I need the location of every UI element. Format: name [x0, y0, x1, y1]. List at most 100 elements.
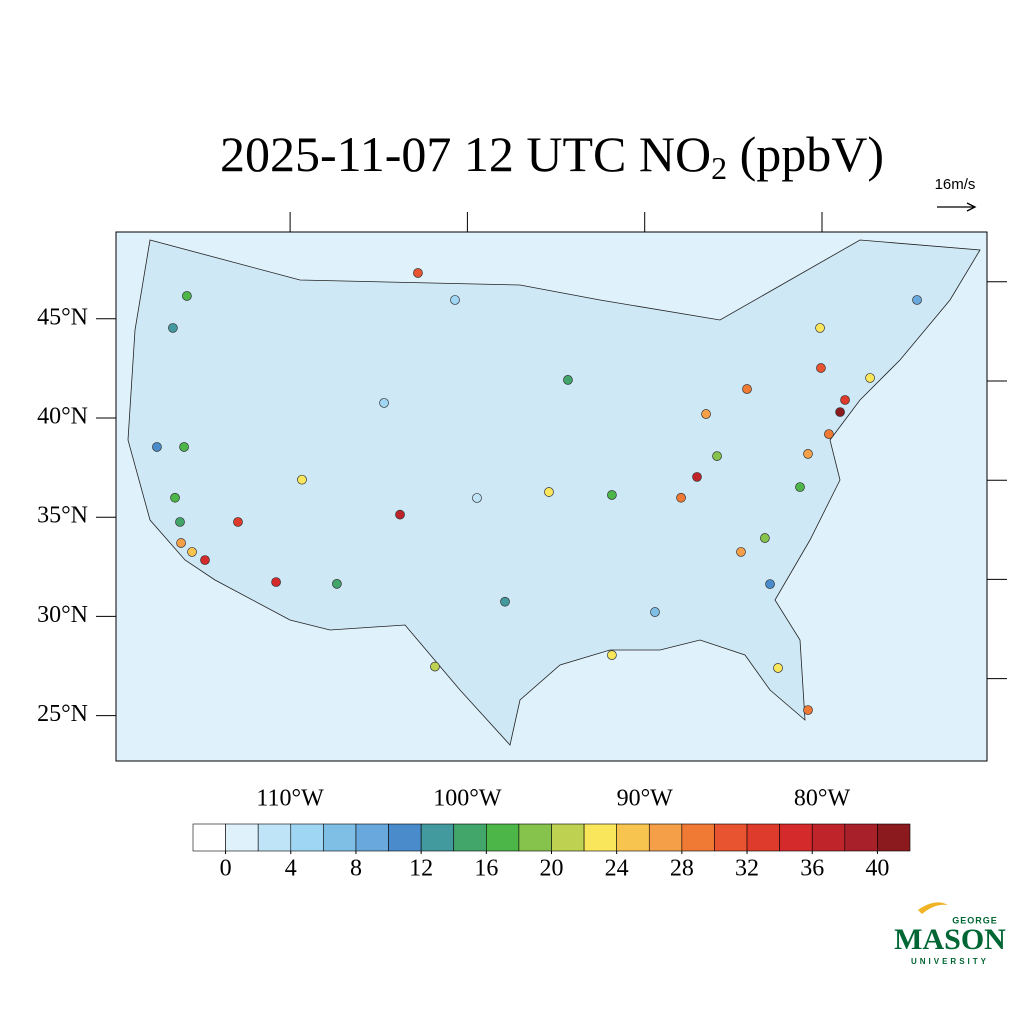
colorbar-box	[714, 823, 748, 852]
lat-tick-label: 45°N	[37, 304, 88, 330]
colorbar-label: 12	[409, 856, 433, 882]
colorbar-box	[355, 823, 389, 852]
colorbar-label: 24	[605, 856, 629, 882]
station	[175, 517, 185, 527]
station	[472, 493, 482, 503]
colorbar-box	[551, 823, 585, 852]
colorbar-box	[290, 823, 324, 852]
station	[332, 579, 342, 589]
title-sub: 2	[711, 150, 727, 186]
station	[607, 490, 617, 500]
station	[840, 395, 850, 405]
station	[803, 705, 813, 715]
lon-tick-label: 90°W	[617, 786, 674, 812]
station	[835, 407, 845, 417]
colorbar-box	[681, 823, 715, 852]
colorbar-box	[453, 823, 487, 852]
station	[865, 373, 875, 383]
station	[563, 375, 573, 385]
station	[795, 482, 805, 492]
lat-tick-label: 25°N	[37, 701, 88, 727]
station	[187, 547, 197, 557]
colorbar-box	[779, 823, 813, 852]
colorbar-label: 0	[220, 856, 232, 882]
logo: GEORGE MASON UNIVERSITY	[894, 902, 1006, 966]
station	[824, 429, 834, 439]
station	[701, 409, 711, 419]
colorbar-label: 4	[285, 856, 297, 882]
colorbar-box	[192, 823, 226, 852]
reference-vector-arrow	[937, 202, 977, 212]
station	[179, 442, 189, 452]
lon-tick-label: 80°W	[794, 786, 851, 812]
station	[430, 661, 440, 672]
logo-top: GEORGE	[952, 915, 998, 925]
colorbar-box	[518, 823, 552, 852]
lat-tick-label: 40°N	[37, 404, 88, 430]
colorbar-box	[746, 823, 780, 852]
station	[765, 579, 775, 589]
colorbar-box	[616, 823, 650, 852]
station	[170, 492, 180, 503]
station	[271, 577, 281, 587]
map-features	[127, 239, 981, 746]
colorbar-label: 20	[540, 856, 564, 882]
map-frame	[115, 231, 988, 762]
station	[182, 291, 192, 301]
colorbar-box	[257, 823, 292, 852]
colorbar-box	[420, 823, 455, 852]
colorbar-box	[323, 823, 357, 852]
station	[544, 487, 554, 497]
colorbar-box	[388, 823, 422, 852]
colorbar-box	[877, 823, 911, 852]
title-unit: (ppbV)	[727, 126, 884, 182]
station	[152, 442, 162, 452]
coastline	[127, 239, 981, 746]
station	[773, 663, 783, 673]
logo-bottom: UNIVERSITY	[911, 957, 989, 966]
station	[912, 295, 922, 305]
station	[816, 363, 826, 373]
station	[233, 517, 243, 527]
station	[395, 509, 405, 520]
lon-tick-label: 100°W	[433, 786, 502, 812]
station	[450, 295, 460, 305]
colorbar-box	[225, 823, 259, 852]
station	[168, 323, 178, 333]
station	[176, 538, 186, 548]
lat-tick-label: 35°N	[37, 503, 88, 529]
station	[200, 555, 210, 565]
station	[712, 451, 722, 461]
logo-name: MASON	[894, 923, 1006, 956]
colorbar-box	[648, 823, 683, 852]
colorbar-box	[844, 823, 878, 852]
colorbar-box	[583, 823, 617, 852]
lon-tick-label: 110°W	[256, 786, 324, 812]
station	[803, 449, 813, 459]
station	[760, 533, 770, 543]
station	[676, 492, 686, 503]
title-main: 2025-11-07 12 UTC NO	[220, 126, 711, 182]
colorbar-label: 32	[735, 856, 759, 882]
colorbar-label: 40	[865, 856, 889, 882]
colorbar-box	[811, 823, 846, 852]
station	[736, 547, 746, 557]
station	[692, 472, 702, 482]
colorbar-label: 36	[800, 856, 824, 882]
station	[607, 650, 617, 660]
station	[815, 323, 825, 333]
station	[650, 607, 660, 617]
station	[379, 398, 389, 408]
station	[742, 384, 752, 394]
colorbar-label: 16	[474, 856, 498, 882]
colorbar-label: 8	[350, 856, 362, 882]
station	[413, 268, 423, 278]
reference-vector-label: 16m/s	[935, 176, 976, 193]
lat-tick-label: 30°N	[37, 602, 88, 628]
station	[297, 474, 307, 485]
colorbar-label: 28	[670, 856, 694, 882]
title: 2025-11-07 12 UTC NO2 (ppbV)	[220, 126, 884, 186]
colorbar-box	[486, 823, 520, 852]
stations	[152, 268, 922, 715]
